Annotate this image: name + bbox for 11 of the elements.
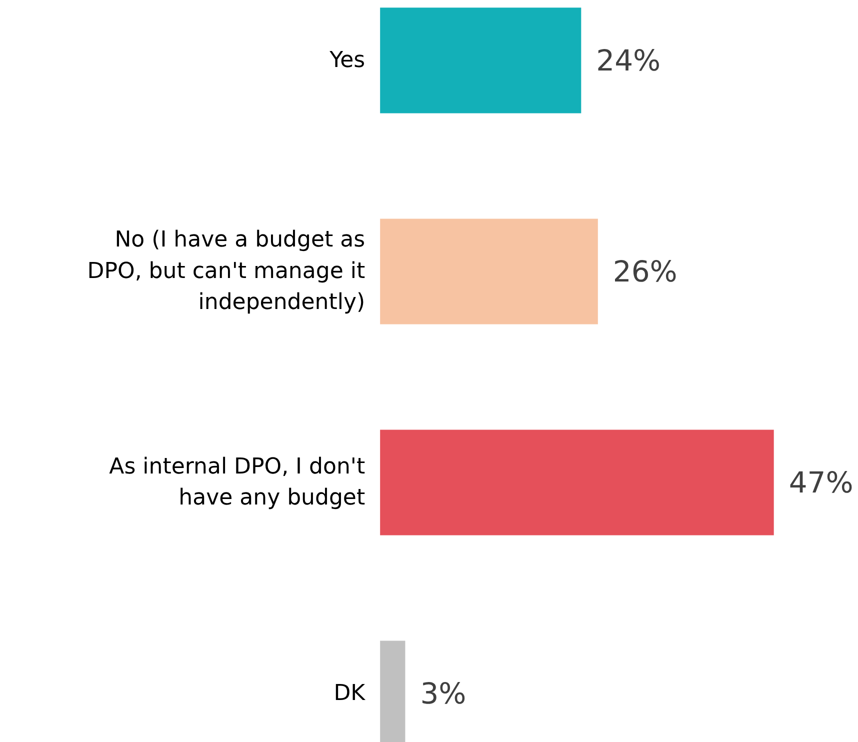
y-tick-label: As internal DPO, I don't have any budget <box>109 454 366 511</box>
y-tick-label: No (I have a budget as DPO, but can't manage it independently) <box>87 228 366 316</box>
bar <box>380 8 582 114</box>
bar <box>380 218 598 324</box>
data-label: 47% <box>788 466 854 500</box>
data-label: 3% <box>420 676 466 711</box>
data-label: 24% <box>596 43 661 78</box>
y-tick-label: Yes <box>328 48 366 73</box>
bar <box>380 430 774 536</box>
y-tick-label: DK <box>334 681 366 706</box>
data-label: 26% <box>612 254 678 288</box>
